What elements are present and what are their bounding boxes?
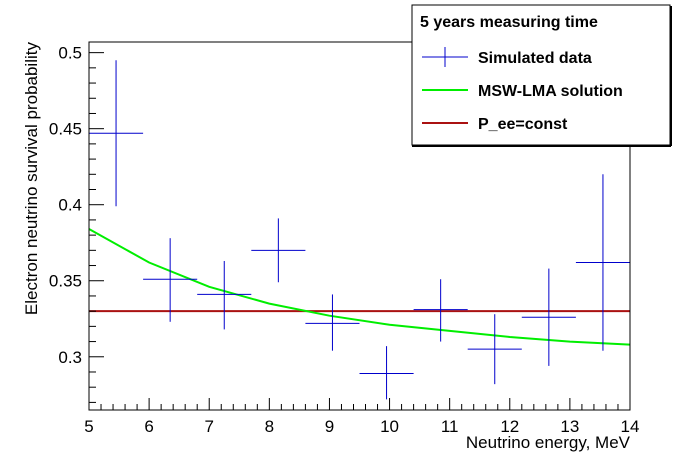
y-axis-title: Electron neutrino survival probability [22, 42, 41, 316]
legend-title: 5 years measuring time [420, 14, 598, 31]
legend-label: Simulated data [478, 50, 592, 67]
y-tick-label-0.35: 0.35 [49, 272, 82, 291]
axes: 5 6 7 8 9 10 11 12 13 14 0.3 0.35 0.4 0.45 0.5 Neutrino… [22, 41, 640, 452]
x-tick-label-13: 13 [560, 417, 579, 436]
data-point-2 [143, 238, 198, 322]
x-tick-label-8: 8 [265, 417, 274, 436]
legend-label: P_ee=const [478, 116, 568, 133]
x-tick-label-11: 11 [441, 417, 459, 436]
data-point-8 [467, 314, 522, 385]
data-point-1 [89, 60, 144, 207]
data-point-10 [575, 174, 630, 351]
x-axis-title: Neutrino energy, MeV [466, 433, 631, 452]
data-point-5 [305, 294, 360, 351]
legend-entry-1: Simulated data [422, 47, 592, 67]
x-tick-label-6: 6 [144, 417, 153, 436]
data-point-6 [359, 346, 414, 400]
x-tick-label-12: 12 [500, 417, 519, 436]
plot-marks [88, 60, 631, 400]
x-tick-label-14: 14 [621, 417, 640, 436]
data-point-3 [197, 260, 252, 330]
legend-entry-3: P_ee=const [422, 116, 568, 133]
y-tick-label-0.45: 0.45 [49, 120, 82, 139]
x-tick-label-10: 10 [380, 417, 399, 436]
y-tick-label-0.3: 0.3 [58, 348, 82, 367]
legend-entry-2: MSW-LMA solution [422, 83, 623, 100]
x-tick-label-7: 7 [204, 417, 213, 436]
x-tick-label-9: 9 [325, 417, 334, 436]
x-tick-label-5: 5 [84, 417, 93, 436]
legend: 5 years measuring time Simulated data MSW-… [411, 4, 672, 147]
data-point-7 [413, 279, 468, 342]
plot-frame [88, 41, 631, 411]
y-tick-label-0.4: 0.4 [58, 196, 82, 215]
y-tick-label-0.5: 0.5 [58, 44, 82, 63]
data-point-4 [251, 218, 306, 283]
msw-lma-curve [88, 228, 631, 346]
data-point-9 [521, 268, 576, 366]
legend-label: MSW-LMA solution [478, 83, 623, 100]
